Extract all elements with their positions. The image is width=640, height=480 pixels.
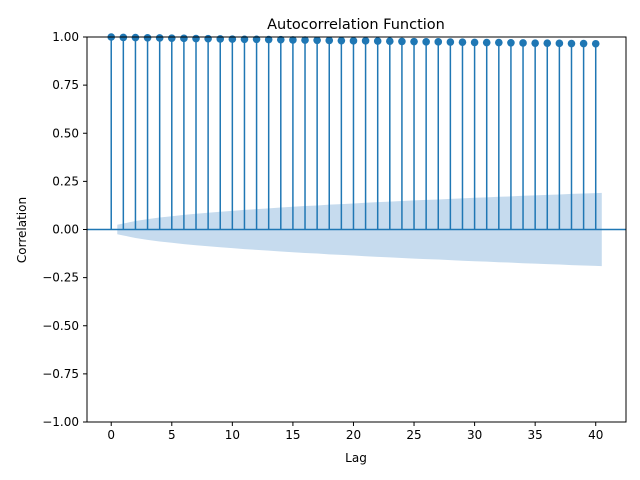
y-tick-label: −0.25 — [42, 271, 79, 285]
acf-point — [470, 38, 479, 47]
y-tick-label: −0.75 — [42, 367, 79, 381]
y-tick-label: −0.50 — [42, 319, 79, 333]
acf-point — [507, 38, 515, 47]
acf-point — [337, 36, 346, 45]
x-tick-label: 15 — [285, 428, 300, 442]
acf-point — [422, 38, 430, 46]
acf-point — [192, 34, 200, 43]
acf-point — [543, 39, 552, 47]
acf-point — [228, 35, 237, 43]
acf-point — [131, 33, 140, 42]
acf-point — [313, 36, 321, 45]
acf-point — [180, 34, 188, 43]
acf-point — [482, 38, 491, 47]
acf-point — [216, 35, 225, 43]
acf-point — [591, 39, 600, 48]
y-tick-label: 0.25 — [52, 174, 79, 188]
x-tick-label: 0 — [107, 428, 115, 442]
acf-point — [167, 34, 176, 42]
acf-point — [349, 37, 358, 45]
acf-point — [264, 35, 273, 44]
acf-point — [204, 34, 212, 43]
acf-point — [567, 39, 576, 48]
acf-point — [373, 37, 382, 45]
acf-point — [519, 39, 527, 47]
acf-point — [386, 37, 394, 46]
axes: 0 5 10 15 20 25 30 35 40 −1.00 −0.75 −0.50 −0.25 0.00… — [42, 30, 627, 442]
acf-point — [531, 39, 539, 47]
y-tick-label: 0.75 — [52, 78, 79, 92]
acf-point — [434, 38, 443, 46]
y-tick-label: −1.00 — [42, 415, 79, 429]
acf-point — [446, 38, 455, 46]
x-tick-label: 30 — [467, 428, 482, 442]
x-tick-label: 20 — [346, 428, 361, 442]
plot-area — [87, 33, 626, 267]
x-tick-label: 40 — [588, 428, 603, 442]
x-tick-label: 5 — [168, 428, 176, 442]
y-axis-label: Correlation — [15, 197, 29, 263]
acf-point — [495, 38, 503, 47]
acf-point — [458, 38, 467, 46]
acf-point — [276, 35, 285, 44]
acf-point — [398, 37, 406, 46]
acf-point — [301, 36, 309, 44]
y-tick-label: 1.00 — [52, 30, 79, 44]
x-tick-label: 25 — [406, 428, 421, 442]
acf-point — [143, 33, 152, 42]
y-tick-label: 0.50 — [52, 126, 79, 140]
chart-title: Autocorrelation Function — [267, 17, 445, 33]
x-tick-label: 10 — [225, 428, 240, 442]
acf-point — [361, 37, 370, 45]
acf-point — [289, 36, 297, 44]
acf-point — [555, 39, 564, 48]
acf-point — [155, 34, 164, 42]
y-tick-label: 0.00 — [52, 223, 79, 237]
x-tick-label: 35 — [528, 428, 543, 442]
acf-point — [325, 36, 334, 45]
acf-point — [410, 37, 418, 46]
acf-point — [579, 39, 588, 48]
x-axis-label: Lag — [345, 451, 367, 465]
